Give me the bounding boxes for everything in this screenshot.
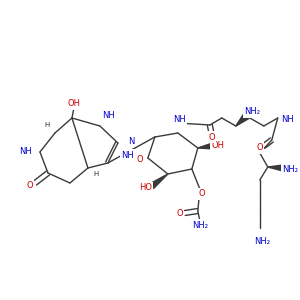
Text: O: O xyxy=(136,155,143,164)
Text: NH: NH xyxy=(121,151,134,160)
Text: O: O xyxy=(27,181,33,190)
Text: O: O xyxy=(199,190,205,199)
Text: NH₂: NH₂ xyxy=(244,107,260,116)
Text: HO: HO xyxy=(140,184,152,193)
Text: NH₂: NH₂ xyxy=(254,238,270,247)
Text: O: O xyxy=(256,143,263,152)
Text: N: N xyxy=(128,136,134,146)
Text: NH: NH xyxy=(20,148,32,157)
Text: OH: OH xyxy=(211,140,224,149)
Text: NH: NH xyxy=(281,116,294,124)
Text: NH₂: NH₂ xyxy=(192,220,208,230)
Polygon shape xyxy=(198,143,213,149)
Text: H: H xyxy=(44,122,50,128)
Text: H: H xyxy=(93,171,98,177)
Text: OH: OH xyxy=(68,100,80,109)
Text: O: O xyxy=(176,208,183,217)
Polygon shape xyxy=(268,165,283,171)
Text: NH₂: NH₂ xyxy=(282,164,298,173)
Polygon shape xyxy=(236,114,248,126)
Polygon shape xyxy=(150,174,168,188)
Text: O: O xyxy=(208,133,215,142)
Text: NH: NH xyxy=(102,112,115,121)
Text: NH: NH xyxy=(173,116,186,124)
